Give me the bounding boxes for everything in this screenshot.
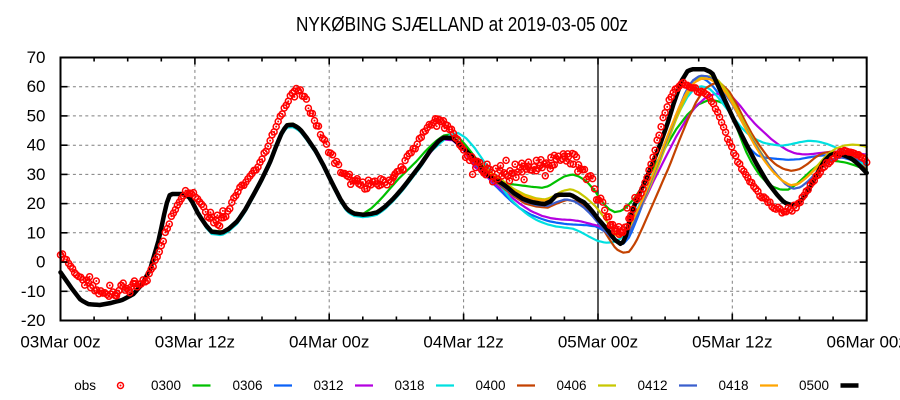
svg-text:40: 40 [27, 136, 46, 155]
svg-text:04Mar 00z: 04Mar 00z [289, 333, 369, 352]
svg-text:20: 20 [27, 194, 46, 213]
svg-text:04Mar 12z: 04Mar 12z [423, 333, 503, 352]
svg-text:03Mar 00z: 03Mar 00z [20, 333, 100, 352]
svg-text:NYKØBING SJÆLLAND at 2019-03-0: NYKØBING SJÆLLAND at 2019-03-05 00z [296, 14, 628, 36]
svg-text:30: 30 [27, 165, 46, 184]
svg-text:70: 70 [27, 48, 46, 67]
svg-text:-10: -10 [21, 282, 46, 301]
svg-text:0418: 0418 [718, 378, 748, 393]
svg-text:0306: 0306 [232, 378, 262, 393]
svg-text:0406: 0406 [556, 378, 586, 393]
svg-text:0300: 0300 [151, 378, 181, 393]
svg-text:-20: -20 [21, 311, 46, 330]
svg-text:0412: 0412 [637, 378, 667, 393]
svg-text:10: 10 [27, 223, 46, 242]
svg-text:0400: 0400 [475, 378, 505, 393]
svg-text:0500: 0500 [799, 378, 829, 393]
svg-text:0312: 0312 [313, 378, 343, 393]
svg-text:60: 60 [27, 77, 46, 96]
svg-text:50: 50 [27, 106, 46, 125]
svg-text:0318: 0318 [394, 378, 424, 393]
svg-text:06Mar 00z: 06Mar 00z [827, 333, 900, 352]
svg-text:05Mar 12z: 05Mar 12z [692, 333, 772, 352]
svg-text:obs: obs [74, 378, 96, 393]
svg-text:03Mar 12z: 03Mar 12z [155, 333, 235, 352]
svg-text:0: 0 [36, 253, 45, 272]
svg-text:05Mar 00z: 05Mar 00z [558, 333, 638, 352]
